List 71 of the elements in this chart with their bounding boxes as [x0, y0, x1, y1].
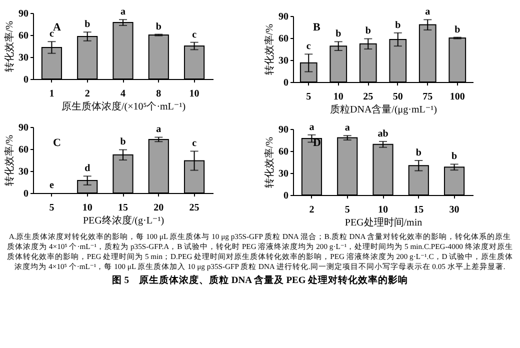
x-tick-label: 25 [363, 92, 374, 102]
x-tick-label: 15 [118, 202, 128, 214]
x-tick-label: 10 [82, 202, 92, 214]
y-tick-label: 30 [18, 166, 28, 178]
x-tick-label: 15 [414, 204, 424, 216]
y-tick-label: 30 [278, 168, 288, 180]
x-tick-label: 2 [84, 88, 90, 100]
text: A [53, 22, 61, 34]
annotation: a [425, 6, 430, 18]
annotation: a [156, 124, 162, 135]
y-tick-label: 0 [24, 188, 28, 200]
annotation: c [192, 29, 198, 40]
x-tick-label: 4 [120, 88, 126, 100]
y-tick-label: 90 [18, 122, 28, 134]
text: C [53, 137, 61, 149]
y-tick-label: 60 [18, 30, 28, 42]
y-tick-label: 90 [18, 8, 28, 20]
annotation: b [336, 28, 342, 40]
y-tick-label: 0 [284, 190, 288, 202]
annotation: b [454, 24, 461, 36]
y-tick-label: 0 [24, 74, 28, 86]
y-tick-label: 60 [18, 144, 28, 156]
x-tick-label: 8 [156, 88, 162, 100]
annotation: b [156, 21, 162, 32]
annotation: e [49, 180, 54, 191]
y-axis-title: 转化效率/% [264, 136, 276, 188]
x-tick-label: 25 [189, 202, 200, 214]
annotation: b [365, 26, 372, 37]
y-axis-title: 转化效率/% [4, 20, 16, 72]
y-tick-label: 0 [284, 78, 288, 88]
annotation: b [395, 20, 402, 31]
x-tick-label: 2 [309, 204, 314, 216]
text: 图 5 原生质体浓度、质粒 DNA 含量及 PEG 处理对转化效率的影响 [110, 274, 410, 287]
annotation: c [49, 28, 54, 40]
x-tick-label: 30 [449, 204, 460, 216]
x-axis-title: 质粒DNA含量/(μg·mL⁻¹) [330, 104, 437, 116]
x-axis-title: 原生质体浓度/(×10⁵个·mL⁻¹) [61, 100, 186, 112]
annotation: d [84, 163, 91, 174]
x-tick-label: 75 [422, 92, 433, 102]
y-tick-label: 30 [18, 52, 28, 64]
y-axis-title: 转化效率/% [4, 134, 16, 186]
x-tick-label: 50 [392, 92, 403, 102]
x-tick-label: 20 [154, 202, 164, 214]
x-tick-label: 10 [333, 92, 344, 102]
text: B [313, 22, 321, 34]
annotation: a [309, 122, 314, 134]
x-tick-label: 100 [450, 92, 465, 102]
annotation: c [192, 138, 198, 150]
y-tick-label: 90 [278, 12, 288, 22]
annotation: ab [378, 128, 389, 140]
text: D [313, 137, 321, 150]
x-tick-label: 5 [344, 204, 350, 216]
x-axis-title: PEG终浓度/(g·L⁻¹) [82, 214, 164, 226]
y-tick-label: 30 [278, 56, 288, 66]
annotation: b [120, 136, 126, 148]
y-tick-label: 60 [278, 146, 288, 158]
annotation: a [120, 6, 126, 18]
annotation: b [84, 19, 91, 30]
x-tick-label: 1 [49, 88, 54, 100]
x-tick-label: 5 [49, 202, 54, 214]
annotation: b [416, 148, 422, 159]
x-tick-label: 10 [378, 204, 388, 216]
x-tick-label: 10 [189, 88, 200, 100]
annotation: b [452, 151, 458, 162]
x-tick-label: 5 [306, 92, 312, 102]
y-tick-label: 90 [278, 124, 288, 136]
annotation: a [344, 122, 350, 134]
annotation: c [306, 41, 312, 52]
y-tick-label: 60 [278, 34, 288, 44]
y-axis-title: 转化效率/% [264, 24, 276, 76]
x-axis-title: PEG处理时间/min [344, 216, 422, 228]
